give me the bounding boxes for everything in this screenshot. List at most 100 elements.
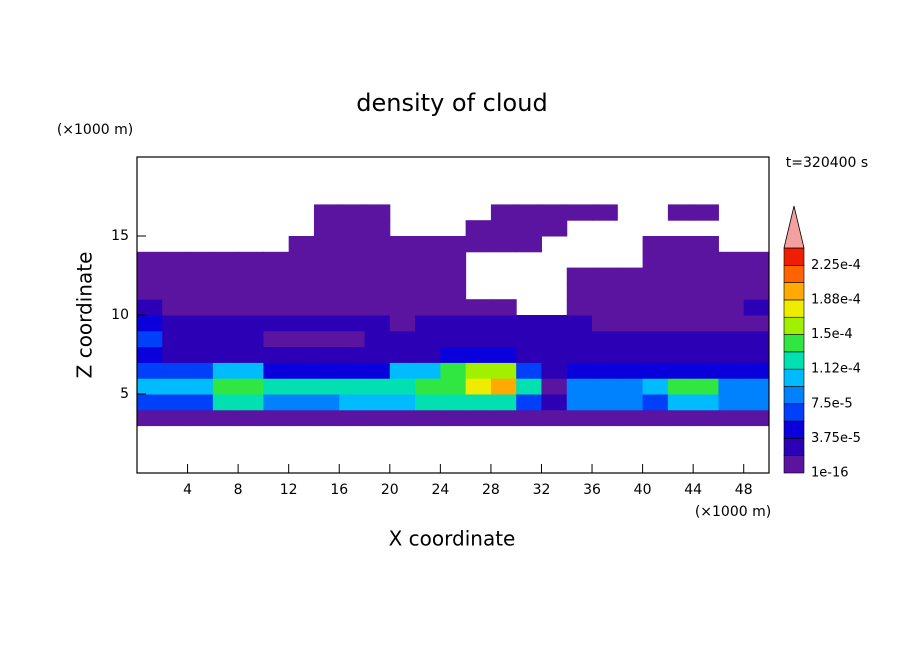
contour-cell: [162, 394, 189, 411]
contour-cell: [592, 267, 618, 284]
contour-cell: [541, 220, 568, 237]
contour-cell: [617, 283, 644, 300]
contour-cell: [642, 299, 669, 316]
contour-cell: [389, 346, 416, 363]
contour-cell: [162, 315, 189, 332]
x-tick-label: 24: [431, 482, 449, 498]
contour-cell: [693, 267, 719, 284]
contour-cell: [440, 378, 467, 395]
contour-cell: [743, 315, 770, 332]
contour-cell: [162, 362, 189, 379]
contour-cell: [339, 346, 366, 363]
contour-cell: [364, 378, 391, 395]
contour-cell: [288, 251, 315, 269]
y-tick-label: 10: [111, 307, 129, 323]
contour-cell: [592, 330, 618, 348]
contour-cell: [516, 330, 542, 348]
y-tick-label: 15: [111, 228, 129, 244]
contour-cell: [465, 409, 492, 427]
contour-cell: [541, 315, 568, 332]
contour-cell: [541, 394, 568, 411]
x-tick-label: 12: [280, 482, 298, 498]
contour-cell: [339, 362, 366, 379]
contour-cell: [743, 362, 770, 379]
contour-cell: [642, 251, 669, 269]
contour-cell: [415, 236, 441, 253]
contour-cell: [137, 330, 163, 348]
contour-cell: [162, 330, 189, 348]
contour-cell: [389, 362, 416, 379]
contour-cell: [617, 299, 644, 316]
contour-cell: [541, 204, 568, 221]
contour-cell: [465, 330, 492, 348]
colorbar-band: [783, 420, 805, 439]
contour-cell: [617, 394, 644, 411]
contour-cell: [415, 299, 441, 316]
contour-cell: [465, 220, 492, 237]
contour-cell: [263, 315, 290, 332]
contour-cell: [238, 346, 264, 363]
contour-cell: [187, 330, 214, 348]
contour-cell: [566, 362, 593, 379]
contour-cell: [137, 251, 163, 269]
contour-cell: [339, 378, 366, 395]
contour-cell: [389, 251, 416, 269]
contour-cell: [566, 267, 593, 284]
contour-cell: [313, 394, 340, 411]
contour-cell: [339, 299, 366, 316]
contour-cell: [667, 267, 694, 284]
colorbar-label: 1e-16: [811, 466, 849, 481]
contour-cell: [617, 378, 644, 395]
colorbar-label: 3.75e-5: [811, 431, 861, 446]
contour-cell: [212, 409, 239, 427]
contour-cell: [238, 330, 264, 348]
contour-cell: [212, 299, 239, 316]
time-annotation: t=320400 s: [786, 155, 868, 171]
contour-cell: [137, 378, 163, 395]
colorbar-label: 7.5e-5: [811, 396, 853, 411]
contour-cell: [667, 299, 694, 316]
contour-cell: [288, 315, 315, 332]
contour-cell: [238, 267, 264, 284]
contour-cell: [339, 236, 366, 253]
colorbar-band: [783, 247, 805, 266]
contour-cell: [490, 220, 517, 237]
x-tick-label: 28: [482, 482, 500, 498]
contour-cell: [693, 394, 719, 411]
contour-cell: [339, 409, 366, 427]
contour-cell: [667, 409, 694, 427]
contour-cell: [592, 204, 618, 221]
colorbar-band: [783, 282, 805, 301]
contour-cell: [516, 315, 542, 332]
contour-cell: [440, 362, 467, 379]
contour-cell: [212, 315, 239, 332]
contour-cell: [389, 299, 416, 316]
contour-cell: [313, 362, 340, 379]
contour-cell: [490, 409, 517, 427]
contour-cell: [743, 299, 770, 316]
contour-cell: [516, 204, 542, 221]
contour-cell: [592, 346, 618, 363]
contour-cell: [288, 346, 315, 363]
contour-cell: [313, 346, 340, 363]
contour-cell: [490, 394, 517, 411]
contour-cell: [415, 394, 441, 411]
contour-cell: [642, 362, 669, 379]
contour-cell: [238, 315, 264, 332]
contour-cell: [263, 394, 290, 411]
contour-cell: [263, 362, 290, 379]
contour-cell: [516, 362, 542, 379]
contour-cell: [364, 299, 391, 316]
contour-cell: [288, 409, 315, 427]
contour-cell: [718, 330, 745, 348]
contour-cell: [415, 251, 441, 269]
contour-cell: [415, 346, 441, 363]
contour-cell: [667, 394, 694, 411]
contour-cell: [440, 236, 467, 253]
contour-cell: [642, 236, 669, 253]
contour-cell: [642, 378, 669, 395]
contour-cell: [389, 330, 416, 348]
x-tick-label: 20: [381, 482, 399, 498]
contour-cell: [364, 409, 391, 427]
